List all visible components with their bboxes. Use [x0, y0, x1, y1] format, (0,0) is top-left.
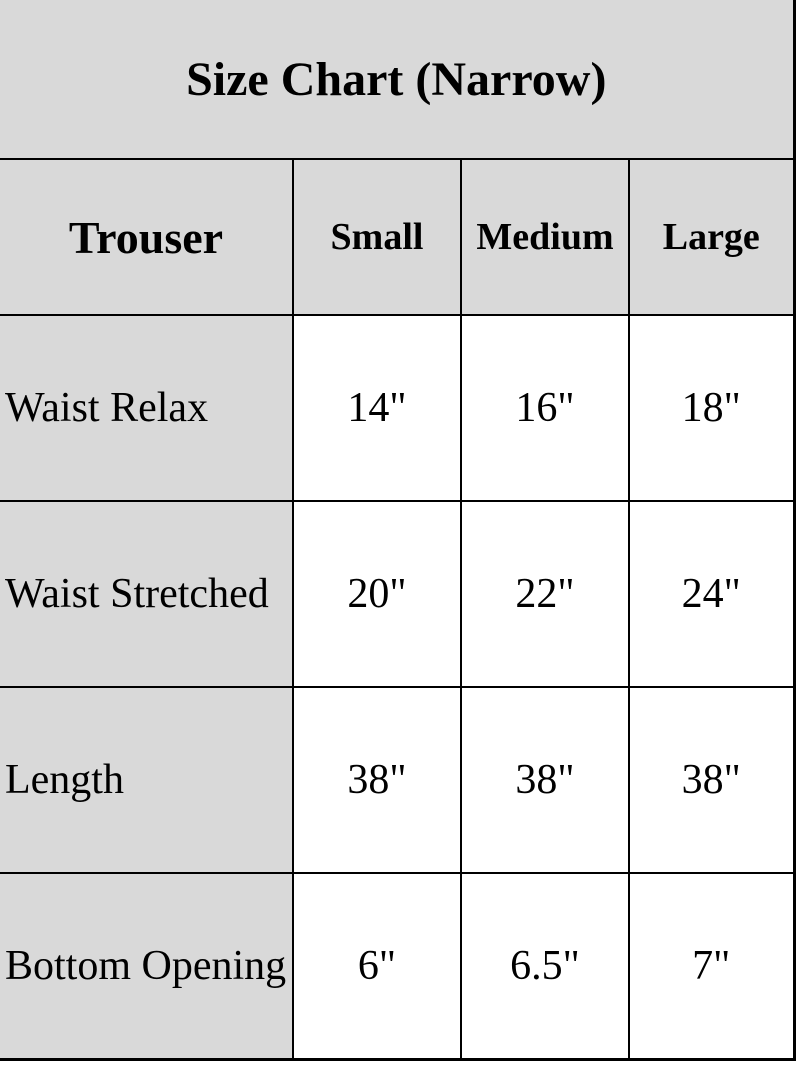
- row-label: Length: [0, 686, 294, 874]
- cell-value: 22": [460, 500, 630, 688]
- header-row: Trouser Small Medium Large: [0, 158, 796, 316]
- cell-value: 20": [292, 500, 462, 688]
- cell-value: 38": [460, 686, 630, 874]
- table-row-bottom-opening: Bottom Opening 6" 6.5" 7": [0, 872, 796, 1061]
- col-header-medium: Medium: [460, 158, 630, 316]
- col-header-trouser: Trouser: [0, 158, 294, 316]
- table-row-waist-stretched: Waist Stretched 20" 22" 24": [0, 500, 796, 688]
- table-row-waist-relax: Waist Relax 14" 16" 18": [0, 314, 796, 502]
- cell-value: 24": [627, 500, 796, 688]
- cell-value: 38": [627, 686, 796, 874]
- cell-value: 18": [627, 314, 796, 502]
- cell-value: 14": [292, 314, 462, 502]
- row-label: Waist Relax: [0, 314, 294, 502]
- cell-value: 6.5": [460, 872, 630, 1061]
- row-label: Bottom Opening: [0, 872, 294, 1061]
- col-header-large: Large: [627, 158, 796, 316]
- col-header-small: Small: [292, 158, 462, 316]
- cell-value: 6": [292, 872, 462, 1061]
- cell-value: 38": [292, 686, 462, 874]
- row-label: Waist Stretched: [0, 500, 294, 688]
- cell-value: 16": [460, 314, 630, 502]
- chart-title: Size Chart (Narrow): [0, 0, 796, 160]
- title-row: Size Chart (Narrow): [0, 0, 796, 160]
- table-row-length: Length 38" 38" 38": [0, 686, 796, 874]
- cell-value: 7": [627, 872, 796, 1061]
